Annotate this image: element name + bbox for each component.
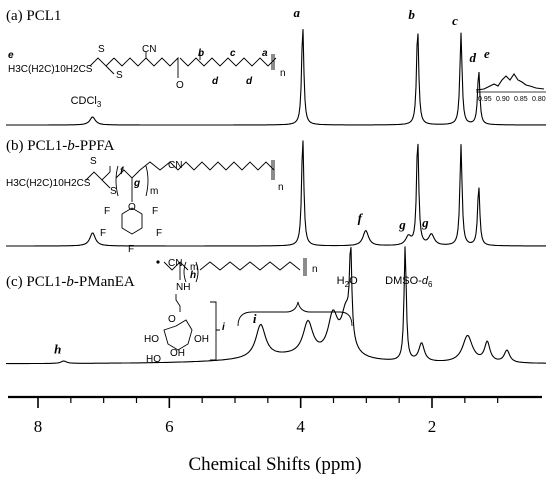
peak-a-1 [411, 27, 412, 28]
structure-a-n: n [280, 68, 286, 79]
structure-c-n: n [312, 264, 318, 275]
structure-b-f1: F [104, 206, 110, 217]
structure-a-o: O [176, 80, 184, 91]
peak-b-2 [454, 144, 455, 145]
inset-label-e: e [484, 46, 490, 61]
structure-b-s2: S [110, 186, 117, 197]
structure-c-label-i: i [222, 322, 225, 333]
structure-b-f4: F [156, 228, 162, 239]
spectrum-panel-b [6, 140, 546, 247]
structure-a-label-b: b [198, 48, 204, 59]
structure-b-label-g: g [133, 178, 140, 189]
structure-a-label-e: e [8, 50, 14, 61]
peak-a-4 [86, 117, 87, 118]
peak-label-b-5: g [398, 217, 406, 232]
peak-label-a-2: c [452, 13, 458, 28]
spectra-layer [6, 25, 546, 365]
peak-a-3 [472, 70, 473, 71]
structure-c-ho1: HO [144, 334, 159, 345]
structure-a-label-c: c [230, 48, 236, 59]
peak-c-6 [399, 248, 400, 249]
peak-label-dmso: DMSO-d6 [385, 275, 433, 289]
structure-b-f5: F [128, 244, 134, 255]
peak-label-c-1: i [253, 311, 257, 326]
peak-label-c-0: h [54, 342, 61, 357]
peak-c-7 [415, 345, 416, 346]
spectrum-panel-c [6, 246, 546, 365]
structure-a-label-d2: d [246, 76, 253, 87]
spectrum-panel-a [6, 29, 546, 126]
structure-c-ho2: HO [146, 354, 161, 365]
peak-label-h2o: H2O [337, 275, 358, 289]
panel-b-label: (b) PCL1-b-PPFA [6, 138, 115, 154]
peak-b-1 [411, 138, 412, 139]
structure-b-m: m [150, 186, 158, 197]
structure-c-skeleton [163, 258, 307, 361]
inset-a: e 0.95 0.90 0.85 0.80 [475, 46, 546, 103]
inset-tick-1: 0.90 [496, 96, 510, 103]
structure-c: CN NH h m n O OH HO HO OH i [144, 258, 318, 365]
inset-tick-0: 0.95 [478, 96, 492, 103]
peak-a-2 [454, 33, 455, 34]
structure-a-skeleton [89, 52, 277, 78]
peak-c-1 [254, 331, 255, 332]
peak-c-9 [481, 344, 482, 345]
structure-b-f2: F [152, 206, 158, 217]
structure-c-o-ring: O [168, 314, 176, 325]
structure-b-skeleton [85, 160, 275, 235]
x-tick-label-3: 2 [428, 417, 437, 436]
x-tick-label-1: 6 [165, 417, 174, 436]
structure-a-chain-end: H3C(H2C)10H2CS [8, 64, 93, 75]
peak-label-a-1: b [408, 7, 415, 22]
peak-label-b-4: f [358, 211, 364, 226]
inset-spectrum [475, 73, 545, 91]
structure-b-s1: S [90, 156, 97, 167]
structure-c-cn: CN [168, 258, 182, 269]
peak-b-7 [86, 232, 87, 233]
peak-label-cdcl3: CDCl3 [71, 95, 102, 109]
inset-tick-3: 0.80 [532, 96, 546, 103]
peak-b-0 [296, 136, 297, 137]
x-tick-label-0: 8 [34, 417, 43, 436]
peak-b-6 [425, 235, 426, 236]
bracket-i [237, 301, 353, 327]
structure-c-label-h: h [190, 270, 196, 281]
peak-b-4 [359, 230, 360, 231]
structure-b-n: n [278, 182, 284, 193]
structure-b-cn: CN [168, 160, 182, 171]
structure-c-nh: NH [176, 282, 190, 293]
structure-c-radical-dot [156, 260, 160, 264]
peak-c-3 [326, 324, 327, 325]
peak-c-2 [301, 331, 302, 332]
structure-b-f3: F [100, 228, 106, 239]
structure-a: e H3C(H2C)10H2CS S S CN O b c a d d n [8, 44, 286, 91]
peak-b-3 [472, 185, 473, 186]
structure-a-label-a: a [262, 48, 268, 59]
peak-c-0 [57, 361, 58, 362]
x-tick-label-2: 4 [296, 417, 305, 436]
peak-c-8 [461, 337, 462, 338]
structure-a-label-d1: d [212, 76, 219, 87]
inset-tick-2: 0.85 [514, 96, 528, 103]
panel-c-label: (c) PCL1-b-PManEA [6, 274, 135, 290]
panel-a-label: (a) PCL1 [6, 8, 61, 24]
structure-c-oh1: OH [194, 334, 209, 345]
structure-b-chain-end: H3C(H2C)10H2CS [6, 178, 91, 189]
structure-a-s2: S [116, 70, 123, 81]
structure-a-s1: S [98, 44, 105, 55]
structure-b: H3C(H2C)10H2CS S S f g m CN O F F F F F … [6, 156, 284, 255]
structure-a-cn: CN [142, 44, 156, 55]
peak-label-b-6: g [421, 215, 429, 230]
structure-c-oh2: OH [170, 348, 185, 359]
peak-label-a-0: a [293, 5, 300, 20]
peak-a-0 [296, 25, 297, 26]
x-axis-title: Chemical Shifts (ppm) [188, 454, 361, 475]
structure-c-m: m [190, 262, 198, 273]
peak-label-a-3: d [469, 50, 476, 65]
peak-c-10 [500, 351, 501, 352]
peak-b-5 [402, 237, 403, 238]
x-axis: 8 6 4 2 [8, 395, 542, 436]
